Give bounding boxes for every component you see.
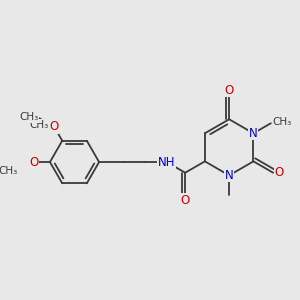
Text: N: N [225,169,233,182]
Text: O: O [224,84,234,97]
Text: O: O [181,194,190,207]
Text: NH: NH [158,155,176,169]
Text: O: O [29,155,38,169]
Text: CH₃: CH₃ [19,112,38,122]
Text: CH₃: CH₃ [272,118,292,128]
Text: CH₃: CH₃ [0,166,18,176]
Text: CH₃: CH₃ [30,119,49,130]
Text: N: N [249,127,258,140]
Text: O: O [274,166,284,179]
Text: O: O [50,120,59,134]
